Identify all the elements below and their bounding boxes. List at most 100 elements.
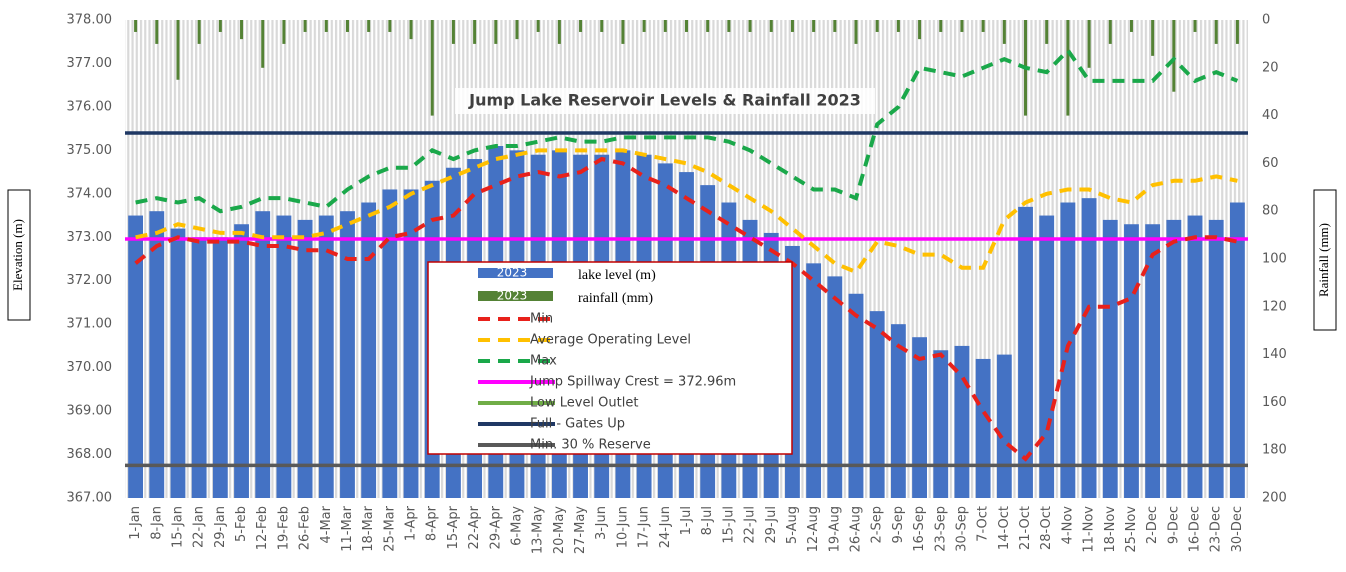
x-tick-label: 30-Dec [1230, 506, 1245, 552]
y-tick-label: 373.00 [67, 230, 113, 245]
x-tick-label: 9-Sep [891, 506, 906, 543]
rainfall-bar [430, 20, 434, 116]
rainfall-bar [494, 20, 498, 44]
y-tick-label: 367.00 [67, 491, 113, 506]
rainfall-bar [1172, 20, 1176, 92]
x-tick-label: 16-Dec [1188, 506, 1203, 552]
rainfall-bar [939, 20, 943, 32]
rainfall-bar [176, 20, 180, 80]
y2-label-box [1313, 189, 1337, 331]
x-tick-label: 29-Jul [764, 506, 779, 544]
rainfall-bar [197, 20, 201, 44]
x-tick-label: 30-Sep [954, 506, 969, 552]
level-bar [297, 219, 313, 498]
level-bar [191, 237, 207, 499]
x-tick-label: 4-Nov [1060, 506, 1075, 545]
level-bar [890, 324, 906, 498]
level-bar [827, 276, 843, 498]
x-tick-label: 8-Jul [700, 506, 715, 535]
y2-tick-label: 80 [1262, 204, 1279, 219]
x-tick-label: 15-Jul [721, 506, 736, 544]
rainfall-bar [579, 20, 583, 32]
rainfall-bar [134, 20, 138, 32]
level-bar [1208, 219, 1224, 498]
x-tick-label: 18-Nov [1103, 506, 1118, 553]
x-tick-label: 21-Oct [1018, 506, 1033, 550]
y-tick-label: 378.00 [67, 13, 113, 28]
y-axis-title: Elevation (m) [10, 219, 25, 291]
level-bar [933, 350, 949, 498]
x-tick-label: 16-Sep [912, 506, 927, 552]
x-tick-label: 1-Apr [404, 505, 419, 541]
x-tick-label: 4-Mar [319, 505, 334, 543]
level-bar [1124, 224, 1139, 498]
x-tick-label: 23-Sep [933, 506, 948, 552]
y2-axis-title: Rainfall (mm) [1316, 223, 1331, 297]
level-bar [1018, 206, 1033, 498]
legend-label: Jump Spillway Crest = 372.96m [529, 375, 736, 390]
x-tick-label: 11-Nov [1082, 506, 1097, 553]
x-tick-label: 15-Jan [170, 506, 185, 548]
series-line [134, 156, 1238, 462]
level-bar [382, 189, 398, 499]
x-tick-label: 2-Sep [870, 506, 885, 543]
x-tick-label: 25-Mar [382, 505, 397, 551]
legend-label: Full - Gates Up [530, 417, 625, 432]
x-tick-label: 10-Jun [615, 506, 630, 548]
title-background [455, 88, 875, 114]
level-bar [234, 224, 249, 498]
rainfall-bar [1129, 20, 1133, 32]
rainfall-bar [1108, 20, 1112, 44]
level-bar [212, 237, 228, 499]
legend-swatch [478, 291, 553, 301]
y2-tick-label: 0 [1262, 13, 1270, 28]
rainfall-bar [473, 20, 477, 44]
level-bar [869, 311, 885, 498]
series-line [135, 47, 1239, 214]
level-bar [170, 228, 186, 498]
rainfall-bar [1002, 20, 1006, 44]
y2-tick-label: 140 [1262, 347, 1287, 362]
chart-title: Jump Lake Reservoir Levels & Rainfall 20… [468, 91, 861, 110]
rainfall-bar [1214, 20, 1218, 44]
rainfall-bar [642, 20, 646, 32]
level-bar [340, 211, 355, 498]
x-tick-label: 12-Aug [806, 506, 821, 552]
legend-note: rainfall (mm) [578, 291, 653, 306]
x-tick-label: 13-May [531, 506, 546, 554]
level-bar [912, 337, 927, 498]
rainfall-bar [812, 20, 816, 32]
x-tick-label: 1-Jul [679, 506, 694, 535]
x-tick-label: 22-Apr [467, 505, 482, 549]
rainfall-bar [261, 20, 265, 68]
y-tick-label: 370.00 [67, 360, 113, 375]
series-line [135, 148, 1238, 275]
level-bar [255, 211, 271, 498]
y2-tick-label: 20 [1262, 60, 1279, 75]
y-tick-label: 368.00 [67, 447, 113, 462]
rainfall-bar [896, 20, 900, 32]
rainfall-bar [854, 20, 858, 44]
rainfall-bar [981, 20, 985, 32]
rainfall-bar [282, 20, 286, 44]
level-bar [848, 293, 864, 498]
level-bar [276, 215, 292, 498]
x-tick-label: 22-Jul [743, 506, 758, 544]
level-bar [128, 215, 144, 498]
x-tick-label: 9-Dec [1166, 506, 1181, 544]
x-tick-label: 11-Mar [340, 505, 355, 551]
rainfall-bar [324, 20, 328, 32]
level-bar [361, 202, 377, 498]
x-tick-label: 28-Oct [1039, 506, 1054, 550]
legend-note: lake level (m) [578, 268, 656, 283]
x-tick-label: 15-Apr [446, 505, 461, 549]
level-bar [318, 215, 334, 498]
x-tick-label: 7-Oct [976, 506, 991, 542]
rainfall-bar [960, 20, 964, 32]
y2-tick-label: 200 [1262, 491, 1287, 506]
rainfall-bar [875, 20, 879, 32]
rainfall-bar [748, 20, 752, 32]
x-tick-label: 3-Jun [594, 506, 609, 540]
level-bar [149, 211, 165, 498]
x-tick-label: 1-Jan [128, 506, 143, 540]
